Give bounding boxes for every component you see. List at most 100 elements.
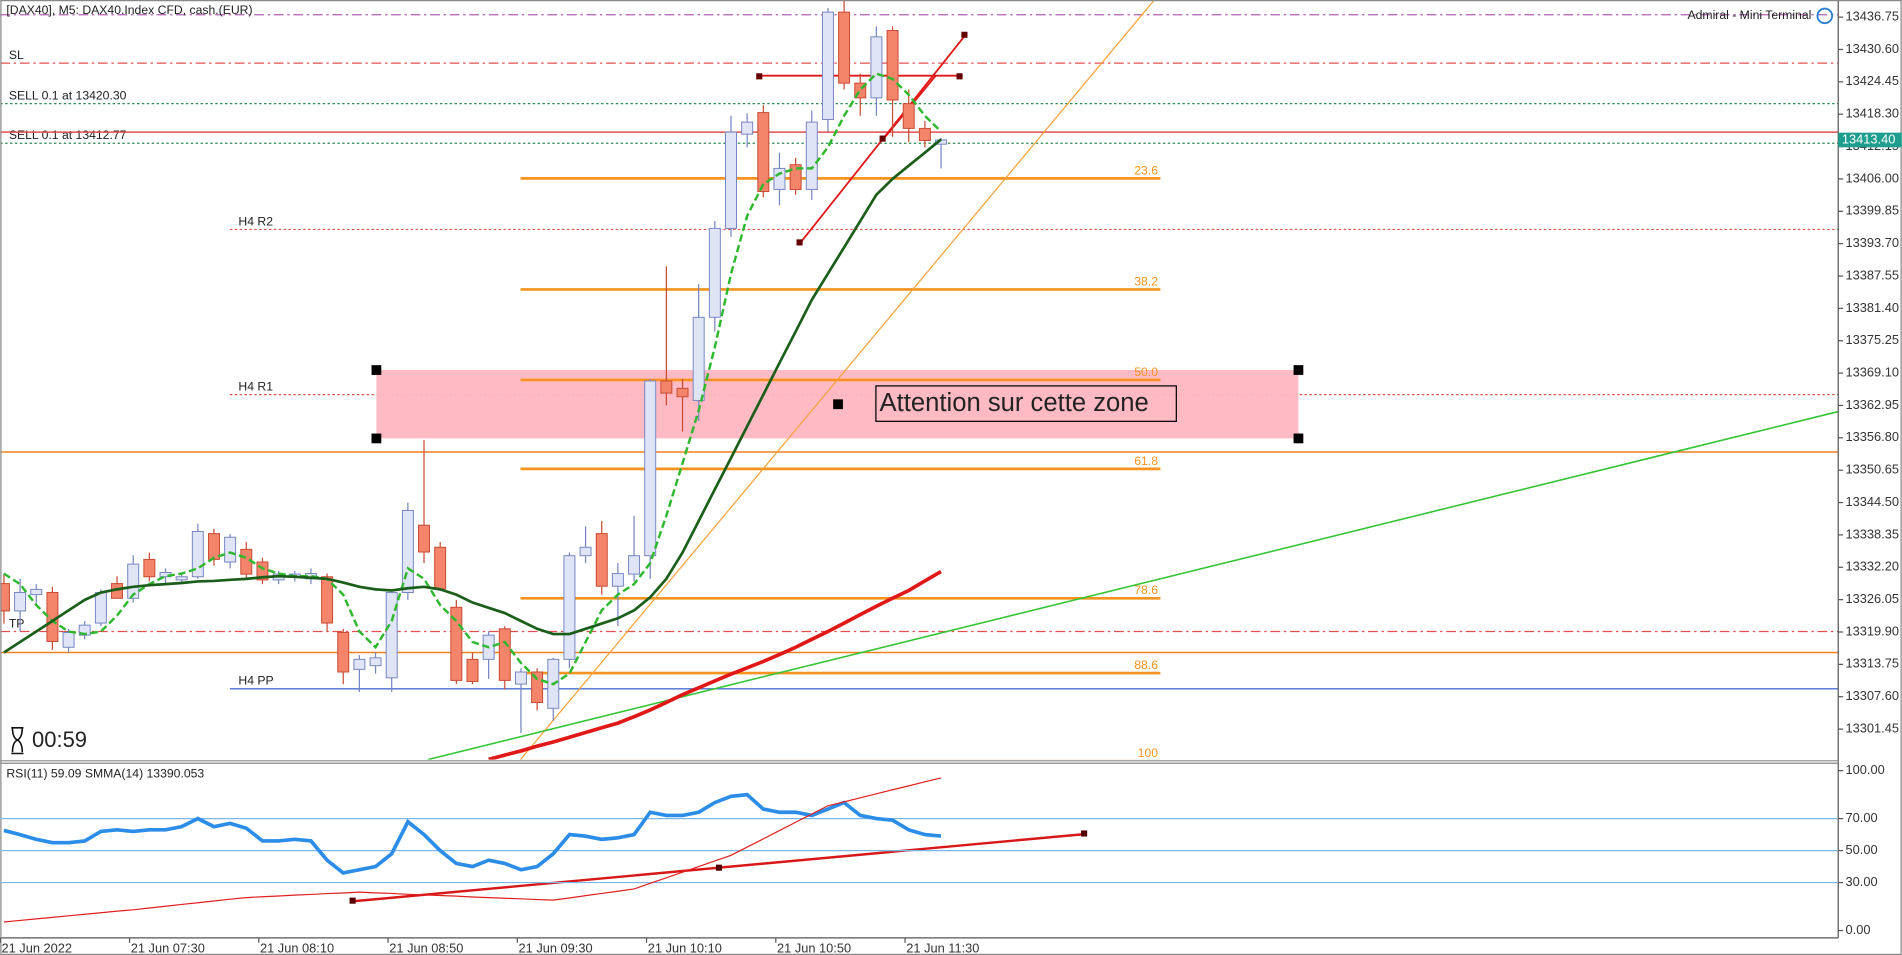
handle — [715, 864, 723, 871]
candle-body — [611, 573, 624, 587]
candle-body — [660, 380, 673, 394]
last-price-label: 13413.40 — [1842, 131, 1895, 146]
y-tick-label: 13326.05 — [1846, 591, 1899, 606]
candle-body — [30, 588, 43, 596]
x-tick-label: 21 Jun 08:10 — [260, 940, 334, 955]
x-tick-label: 21 Jun 2022 — [1, 940, 72, 955]
candle-body — [773, 167, 786, 190]
candle-body — [143, 558, 156, 578]
trendline — [520, 0, 1155, 760]
moving-average — [3, 138, 942, 654]
level-label: SL — [9, 48, 24, 62]
candle-body — [579, 546, 592, 557]
candle-body — [514, 671, 527, 685]
candle-body — [418, 524, 430, 553]
handle — [956, 73, 963, 80]
y-tick-label: 13393.70 — [1846, 235, 1899, 250]
candle-body — [321, 576, 334, 624]
chart-title: [DAX40], M5: DAX40.Index CFD, cash.(EUR) — [6, 3, 252, 17]
candle-body — [224, 536, 237, 563]
x-tick-label: 21 Jun 10:50 — [777, 940, 851, 955]
candle-body — [708, 227, 721, 318]
y-tick-label: 13332.20 — [1846, 559, 1899, 574]
fib-label: 50.0 — [1134, 365, 1158, 379]
y-tick-label: 13307.60 — [1846, 688, 1899, 703]
y-tick-label: 13418.30 — [1846, 106, 1899, 121]
level-label: H4 R2 — [238, 214, 273, 228]
handle — [961, 31, 968, 38]
level-label: TP — [9, 616, 25, 630]
candle-body — [385, 592, 398, 679]
x-tick-label: 21 Jun 11:30 — [906, 940, 979, 955]
y-tick-label: 13406.00 — [1846, 170, 1899, 185]
fib-label: 100 — [1138, 746, 1159, 760]
rsi-tick-label: 100.00 — [1846, 762, 1885, 777]
handle — [349, 897, 356, 904]
candle-body — [789, 164, 802, 190]
y-tick-label: 13362.95 — [1846, 397, 1899, 412]
handle[interactable] — [371, 365, 382, 375]
candle-body — [531, 671, 544, 703]
ma-layer — [3, 72, 942, 760]
y-tick-label: 13430.60 — [1846, 41, 1899, 56]
candle-body — [127, 563, 140, 599]
handle — [879, 135, 886, 142]
y-tick-label: 13313.75 — [1846, 656, 1899, 671]
candle-body — [741, 121, 754, 135]
candle-body — [870, 36, 883, 99]
fib-label: 38.2 — [1134, 274, 1158, 288]
rsi-tick-label: 30.00 — [1846, 874, 1878, 889]
y-tick-label: 13319.90 — [1846, 623, 1899, 638]
terminal-name: Admiral - Mini Terminal — [1687, 8, 1811, 22]
candle-body — [498, 628, 511, 681]
fib-layer: 23.6 38.2 50.0 61.8 78.6 88.6 100 — [520, 163, 1161, 760]
y-tick-label: 13301.45 — [1846, 720, 1899, 735]
zone-label-box — [875, 385, 1177, 422]
candle-body — [676, 387, 689, 398]
handle[interactable] — [833, 399, 843, 410]
candle-body — [207, 533, 220, 560]
y-tick-label: 13356.80 — [1846, 429, 1899, 444]
rsi-line — [3, 777, 942, 923]
candle-body — [337, 632, 350, 673]
candle-body — [918, 127, 931, 141]
y-tick-label: 13381.40 — [1846, 300, 1899, 315]
handle — [796, 239, 803, 246]
candle-body — [94, 592, 107, 624]
y-tick-label: 13344.50 — [1846, 494, 1899, 509]
candle-body — [466, 658, 479, 682]
candle-body — [644, 380, 657, 557]
zone-handles: Attention sur cette zone — [371, 365, 1304, 444]
fib-label: 23.6 — [1134, 163, 1158, 177]
candle-body — [886, 30, 899, 101]
rsi-tick-label: 0.00 — [1846, 922, 1871, 937]
candle-body — [563, 555, 576, 660]
candle-body — [0, 583, 10, 612]
handle — [1081, 830, 1088, 837]
x-tick-label: 21 Jun 09:30 — [519, 940, 593, 955]
handle[interactable] — [1293, 365, 1304, 375]
y-tick-label: 13399.85 — [1846, 203, 1899, 218]
trendline — [427, 410, 1839, 760]
terminal-icon[interactable] — [1816, 7, 1834, 25]
candle-body — [450, 606, 463, 681]
candle-body — [725, 131, 737, 229]
candle-body — [191, 530, 204, 578]
candle-body — [838, 11, 851, 84]
candle-body — [401, 509, 414, 594]
rsi-label: RSI(11) 59.09 SMMA(14) 13390.053 — [6, 766, 204, 780]
candle-body — [805, 121, 818, 190]
last-price-tag — [1838, 132, 1902, 148]
handle[interactable] — [1293, 433, 1304, 444]
y-tick-label: 13369.10 — [1846, 364, 1899, 379]
handle — [756, 73, 763, 80]
levels-layer: SL SELL 0.1 at 13420.30 SELL 0.1 at 13412.… — [0, 14, 1839, 690]
candle-body — [757, 112, 770, 193]
candle-body — [62, 632, 75, 648]
handle[interactable] — [371, 433, 382, 444]
fib-label: 61.8 — [1134, 454, 1158, 468]
moving-average — [3, 72, 942, 686]
